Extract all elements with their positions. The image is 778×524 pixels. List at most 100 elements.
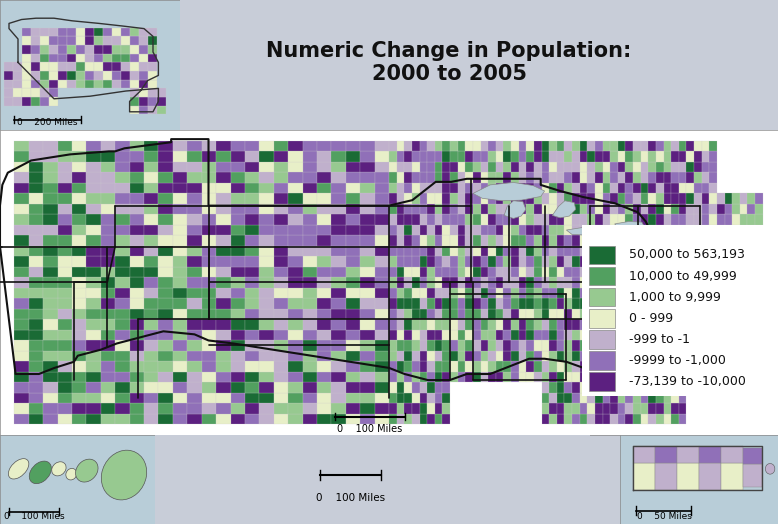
Bar <box>86 341 101 351</box>
Bar <box>29 414 44 424</box>
Bar <box>496 267 503 277</box>
Bar <box>603 341 610 351</box>
Bar <box>101 330 115 341</box>
Bar <box>572 288 580 298</box>
Bar <box>481 140 488 151</box>
Bar <box>72 246 86 256</box>
Bar <box>412 246 419 256</box>
Bar <box>488 151 496 161</box>
Bar <box>397 319 405 330</box>
Bar <box>187 277 202 288</box>
Bar <box>686 204 694 214</box>
Polygon shape <box>615 222 644 229</box>
Bar <box>557 172 564 182</box>
Bar <box>740 235 748 246</box>
Bar <box>412 172 419 182</box>
Bar <box>173 182 187 193</box>
Bar <box>724 288 732 298</box>
Bar <box>671 235 679 246</box>
Bar <box>331 351 345 362</box>
Bar <box>121 45 130 54</box>
Bar <box>481 319 488 330</box>
Bar <box>58 267 72 277</box>
Bar <box>187 298 202 309</box>
Bar <box>274 351 288 362</box>
Bar <box>710 341 717 351</box>
Bar <box>44 341 58 351</box>
Bar <box>374 351 389 362</box>
Bar <box>679 319 686 330</box>
Bar <box>679 246 686 256</box>
Bar <box>419 151 427 161</box>
Bar <box>435 140 443 151</box>
Bar <box>633 277 641 288</box>
Bar <box>671 298 679 309</box>
Bar <box>216 204 230 214</box>
Bar <box>457 225 465 235</box>
Bar <box>603 362 610 372</box>
Bar <box>216 256 230 267</box>
Bar <box>648 298 656 309</box>
Bar <box>259 309 274 319</box>
Bar <box>230 403 245 414</box>
Bar <box>130 214 144 225</box>
Bar <box>457 330 465 341</box>
Bar <box>503 298 511 309</box>
Bar <box>435 414 443 424</box>
Bar <box>435 372 443 383</box>
Bar <box>44 288 58 298</box>
Bar <box>115 140 130 151</box>
Bar <box>101 182 115 193</box>
Bar <box>721 446 743 464</box>
Bar <box>664 193 671 204</box>
Bar <box>664 362 671 372</box>
Bar <box>397 351 405 362</box>
Bar <box>587 204 595 214</box>
Bar <box>443 330 450 341</box>
Bar <box>111 36 121 45</box>
Bar <box>641 161 648 172</box>
Bar <box>58 172 72 182</box>
Bar <box>317 182 331 193</box>
Bar <box>345 256 360 267</box>
Bar <box>564 403 572 414</box>
Bar <box>481 256 488 267</box>
Bar <box>641 383 648 393</box>
Bar <box>115 362 130 372</box>
Bar <box>557 225 564 235</box>
Bar <box>526 341 534 351</box>
Bar <box>274 172 288 182</box>
Polygon shape <box>566 227 607 235</box>
Bar <box>187 214 202 225</box>
Bar <box>595 372 603 383</box>
Bar <box>671 182 679 193</box>
Bar <box>216 298 230 309</box>
Bar <box>29 288 44 298</box>
Bar <box>572 151 580 161</box>
Bar <box>633 464 655 490</box>
Bar <box>72 193 86 204</box>
Bar <box>15 172 29 182</box>
Bar <box>245 193 259 204</box>
Bar <box>202 362 216 372</box>
Bar <box>111 28 121 36</box>
Bar <box>702 341 710 351</box>
Bar <box>288 372 303 383</box>
Bar <box>740 372 748 383</box>
Bar <box>397 182 405 193</box>
Bar <box>230 393 245 403</box>
Bar <box>603 214 610 225</box>
Bar <box>130 204 144 214</box>
Bar <box>58 71 67 80</box>
Bar <box>93 45 103 54</box>
Bar <box>159 182 173 193</box>
Bar <box>610 341 618 351</box>
Bar <box>443 288 450 298</box>
Bar <box>121 54 130 62</box>
Bar <box>75 71 85 80</box>
Bar <box>541 351 549 362</box>
Bar <box>519 319 526 330</box>
Bar <box>345 267 360 277</box>
Polygon shape <box>504 201 526 219</box>
Bar <box>85 28 93 36</box>
